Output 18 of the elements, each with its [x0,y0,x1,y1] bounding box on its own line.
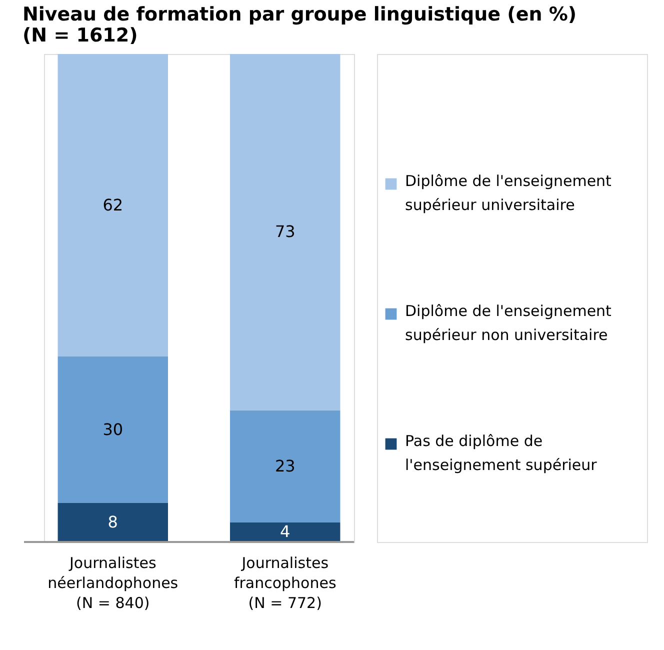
bar [230,522,340,542]
data-label: 62 [102,195,124,214]
data-label: 30 [102,420,124,439]
bar [58,502,168,542]
legend-label: Diplôme de l'enseignement supérieur non universitaire [405,302,612,344]
x-tick-label: Journalistes francophones (N = 772) [234,554,336,612]
data-label: 73 [274,222,296,242]
x-tick-label: Journalistes néerlandophones (N = 840) [48,554,178,612]
bar [230,410,340,522]
legend-label: Pas de diplôme de l'enseignement supérieur [405,432,598,474]
data-label: 23 [274,456,296,476]
data-label: 4 [280,522,290,542]
data-label: 8 [108,512,118,532]
chart-title: Niveau de formation par groupe linguistique (en %) (N = 1612) [22,4,577,46]
bar [58,54,168,357]
bar [230,54,340,410]
legend-label: Diplôme de l'enseignement supérieur universitaire [405,172,612,214]
bar [58,356,168,503]
